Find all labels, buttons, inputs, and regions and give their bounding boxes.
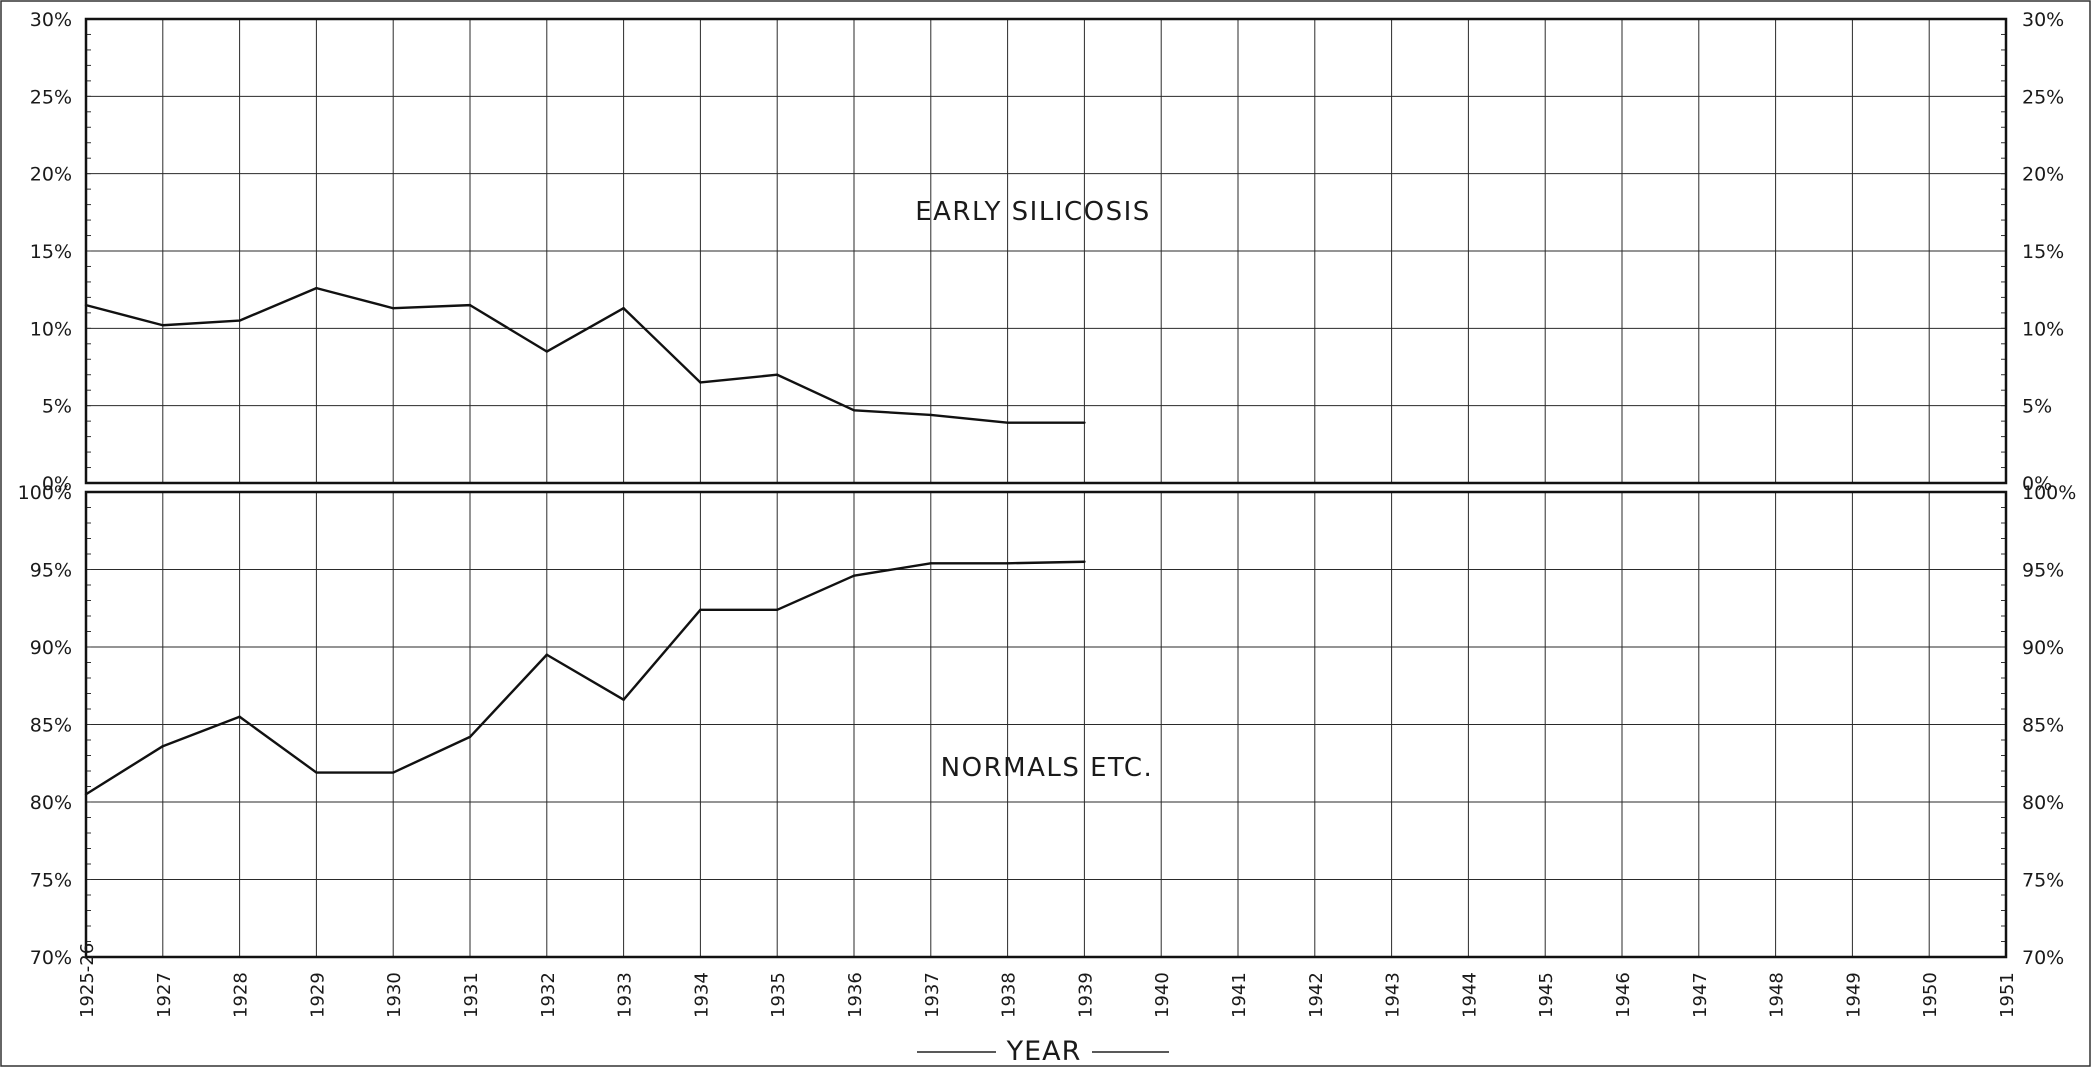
panel-2: 70% 70% 75% 75% 80% 80% 85% 85% 90% 90% 95% 95% 100%…: [18, 482, 2077, 969]
y-tick-label-left: 90%: [30, 637, 72, 659]
y-tick-label-right: 85%: [2022, 715, 2064, 737]
y-tick-label-left: 100%: [18, 482, 72, 504]
data-point: [84, 303, 88, 307]
x-tick-label: 1944: [1459, 972, 1480, 1018]
data-point: [315, 771, 318, 774]
y-tick-label-left: 95%: [30, 560, 72, 582]
x-tick-label: 1934: [691, 972, 712, 1018]
data-point: [468, 303, 472, 307]
data-point: [699, 381, 702, 384]
data-point: [315, 286, 318, 290]
x-tick-label: 1941: [1229, 972, 1250, 1018]
panel-1: 0% 0% 5% 5% 10% 10% 15% 15% 20% 20% 25% 25% 30% 30% EA…: [30, 9, 2064, 495]
series-line-1: [85, 560, 1085, 796]
y-tick-label-right: 70%: [2022, 947, 2064, 969]
data-point: [468, 735, 472, 739]
x-tick-label: 1948: [1767, 972, 1788, 1018]
y-tick-label-right: 100%: [2022, 482, 2076, 504]
x-tick-label: 1927: [154, 972, 175, 1018]
x-tick-label: 1939: [1075, 972, 1096, 1018]
x-tick-label: 1931: [461, 972, 482, 1018]
x-tick-label: 1932: [538, 972, 559, 1018]
x-tick-label: 1933: [615, 972, 636, 1018]
panel-title: EARLY SILICOSIS: [915, 197, 1151, 227]
y-tick-label-left: 5%: [42, 396, 72, 418]
data-point: [699, 608, 702, 611]
y-tick-label-right: 80%: [2022, 792, 2064, 814]
x-tick-label: 1949: [1843, 972, 1864, 1018]
x-tick-label: 1947: [1690, 972, 1711, 1018]
x-tick-label: 1925-26: [77, 943, 98, 1018]
x-tick-label: 1942: [1306, 972, 1327, 1018]
x-tick-label: 1945: [1536, 972, 1557, 1018]
y-tick-label-left: 15%: [30, 241, 72, 263]
x-tick-label: 1943: [1383, 972, 1404, 1018]
x-tick-label: 1928: [231, 972, 252, 1018]
data-point: [392, 307, 395, 310]
data-point: [1006, 562, 1009, 565]
x-tick-label: 1929: [307, 972, 328, 1018]
data-point: [238, 715, 241, 718]
x-tick-label: 1936: [845, 972, 866, 1018]
y-tick-label-right: 20%: [2022, 164, 2064, 186]
data-point: [1006, 421, 1009, 424]
x-axis-label: YEAR: [1006, 1036, 1082, 1067]
x-tick-label: 1950: [1920, 972, 1941, 1018]
y-tick-label-right: 10%: [2022, 318, 2064, 340]
x-tick-label: 1951: [1997, 972, 2018, 1018]
data-point: [238, 319, 241, 322]
data-point: [392, 771, 395, 774]
data-point: [852, 574, 856, 577]
y-tick-label-left: 85%: [30, 715, 72, 737]
data-point: [929, 413, 932, 417]
x-tick-label: 1930: [384, 972, 405, 1018]
data-point: [161, 745, 164, 748]
y-tick-label-right: 75%: [2022, 870, 2064, 892]
y-tick-label-left: 20%: [30, 164, 72, 186]
y-tick-label-right: 0%: [2022, 473, 2052, 495]
y-tick-label-left: 30%: [30, 9, 72, 31]
data-point: [1083, 421, 1086, 424]
y-tick-label-right: 15%: [2022, 241, 2064, 263]
y-tick-label-right: 30%: [2022, 9, 2064, 31]
data-point: [545, 653, 548, 656]
x-tick-label: 1937: [922, 972, 943, 1018]
y-tick-label-right: 25%: [2022, 86, 2064, 108]
panel-title: NORMALS ETC.: [941, 753, 1154, 783]
x-tick-label: 1940: [1152, 972, 1173, 1018]
data-point: [776, 373, 779, 376]
y-tick-label-left: 70%: [30, 947, 72, 969]
plot-frame: [84, 490, 2008, 959]
x-tick-label: 1946: [1613, 972, 1634, 1018]
data-point: [1083, 560, 1086, 563]
y-tick-label-left: 0%: [42, 473, 72, 495]
data-point: [852, 409, 856, 412]
data-point: [776, 608, 779, 611]
plot-frame: [84, 17, 2008, 485]
series-line-1: [85, 286, 1085, 424]
y-tick-label-right: 95%: [2022, 560, 2064, 582]
data-point: [622, 698, 625, 701]
y-tick-label-left: 25%: [30, 86, 72, 108]
data-point: [545, 350, 548, 353]
data-point: [161, 324, 164, 327]
x-tick-label: 1935: [768, 972, 789, 1018]
data-point: [622, 307, 625, 310]
y-tick-label-right: 90%: [2022, 637, 2064, 659]
y-tick-label-right: 5%: [2022, 396, 2052, 418]
y-tick-label-left: 75%: [30, 870, 72, 892]
x-tick-label: 1938: [999, 972, 1020, 1018]
y-tick-label-left: 80%: [30, 792, 72, 814]
data-point: [929, 562, 932, 565]
y-tick-label-left: 10%: [30, 318, 72, 340]
data-point: [84, 793, 88, 796]
